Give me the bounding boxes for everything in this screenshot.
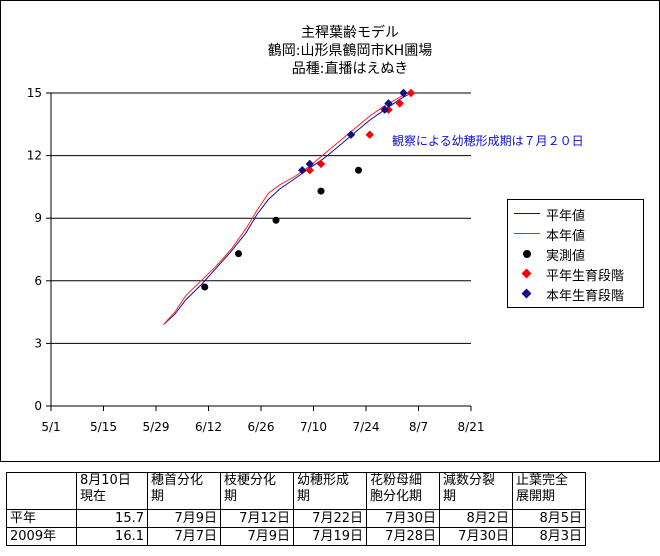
stage-marker	[305, 159, 314, 169]
table-cell: 15.7	[76, 509, 148, 528]
annotation-text: 観察による幼穂形成期は７月２０日	[392, 134, 584, 148]
legend-label-honnen: 本年値	[546, 228, 586, 244]
x-tick-label: 5/29	[143, 420, 170, 434]
legend: 平年値 本年値 実測値 平年生育段階 本年生育段階	[507, 199, 644, 308]
data-point	[355, 166, 362, 174]
table-cell: 7月12日	[220, 509, 294, 528]
stage-marker	[346, 130, 356, 139]
chart-title-line-2: 鶴岡:山形県鶴岡市KH圃場	[267, 43, 433, 59]
stage-marker	[305, 166, 314, 175]
y-tick-label: 6	[34, 274, 42, 288]
legend-label-heinen-stage: 平年生育段階	[546, 268, 625, 284]
legend-blue-diamond-icon	[514, 284, 540, 304]
legend-label-jissoku: 実測値	[546, 248, 586, 264]
y-tick-label: 15	[27, 86, 42, 100]
legend-item-heinen-stage: 平年生育段階	[514, 264, 624, 284]
table-cell: 7月19日	[293, 527, 367, 546]
legend-red-diamond-icon	[514, 264, 540, 284]
series-line-0	[163, 92, 412, 325]
stage-marker	[406, 88, 416, 98]
chart-title-line-1: 主稈葉齢モデル	[301, 25, 399, 41]
legend-item-jissoku: 実測値	[514, 244, 585, 264]
x-tick-label: 7/10	[300, 420, 327, 434]
table-cell: 7月30日	[366, 509, 440, 528]
data-point	[235, 250, 242, 258]
stage-marker	[298, 166, 307, 175]
table-cell: 7月7日	[147, 527, 221, 546]
x-tick-label: 6/26	[248, 420, 275, 434]
table-header-row: 8月10日 現在 穂首分化期 枝梗分化期 幼穂形成期 花粉母細 胞分化期 減数分裂期…	[6, 472, 586, 510]
x-tick-label: 5/15	[90, 420, 117, 434]
stage-marker	[399, 88, 408, 98]
table-cell: 7月9日	[147, 509, 221, 528]
table-header-cell: 幼穂形成期	[293, 472, 367, 510]
chart-title-line-3: 品種:直播はえぬき	[291, 61, 409, 77]
y-tick-label: 12	[27, 149, 42, 163]
table-cell: 7月28日	[366, 527, 440, 546]
legend-line-heinen-icon	[514, 204, 540, 224]
table-row-label: 2009年	[6, 527, 77, 546]
legend-item-heinen: 平年値	[514, 204, 585, 224]
table-row-label: 平年	[6, 509, 77, 528]
table-header-cell	[6, 472, 77, 510]
table-cell: 8月5日	[512, 509, 586, 528]
table-header-cell: 8月10日 現在	[76, 472, 148, 510]
stage-marker	[380, 105, 389, 114]
stage-marker	[384, 99, 393, 108]
table-header-cell: 花粉母細 胞分化期	[366, 472, 440, 510]
data-point	[201, 283, 209, 291]
data-point	[317, 187, 325, 195]
stage-marker	[365, 130, 374, 139]
table-cell: 16.1	[76, 527, 148, 546]
table-cell: 8月3日	[512, 527, 586, 546]
y-tick-label: 9	[34, 211, 42, 225]
stage-marker	[395, 99, 404, 108]
legend-item-honnen: 本年値	[514, 224, 585, 244]
x-tick-label: 5/1	[41, 420, 60, 434]
table-cell: 7月30日	[439, 527, 513, 546]
table-header-cell: 減数分裂期	[439, 472, 513, 510]
table-cell: 7月22日	[293, 509, 367, 528]
table-cell: 7月9日	[220, 527, 294, 546]
y-tick-label: 0	[34, 399, 42, 413]
y-tick-label: 3	[34, 336, 42, 350]
x-tick-label: 6/12	[195, 420, 222, 434]
legend-circle-icon	[514, 244, 540, 264]
x-tick-label: 7/24	[353, 420, 380, 434]
legend-label-heinen: 平年値	[546, 208, 586, 224]
series-line-1	[163, 90, 412, 325]
x-tick-label: 8/21	[458, 420, 485, 434]
stage-table: 8月10日 現在 穂首分化期 枝梗分化期 幼穂形成期 花粉母細 胞分化期 減数分裂期…	[6, 472, 586, 546]
stage-marker	[316, 159, 326, 169]
table-header-cell: 穂首分化期	[147, 472, 221, 510]
data-point	[272, 216, 280, 224]
table-cell: 8月2日	[439, 509, 513, 528]
table-row: 2009年 16.1 7月7日 7月9日 7月19日 7月28日 7月30日 8…	[6, 527, 586, 546]
table-header-cell: 止葉完全 展開期	[512, 472, 586, 510]
legend-label-honnen-stage: 本年生育段階	[546, 288, 625, 304]
chart-plot: 0 3 6 9 12 15 5/1 5/15 5/29 6/12 6/26 7/10 7/24 8/7 8/…	[27, 86, 485, 434]
legend-item-honnen-stage: 本年生育段階	[514, 284, 624, 304]
table-row: 平年 15.7 7月9日 7月12日 7月22日 7月30日 8月2日 8月5日	[6, 509, 586, 528]
table-header-cell: 枝梗分化期	[220, 472, 294, 510]
legend-line-honnen-icon	[514, 224, 540, 244]
x-tick-label: 8/7	[409, 420, 428, 434]
